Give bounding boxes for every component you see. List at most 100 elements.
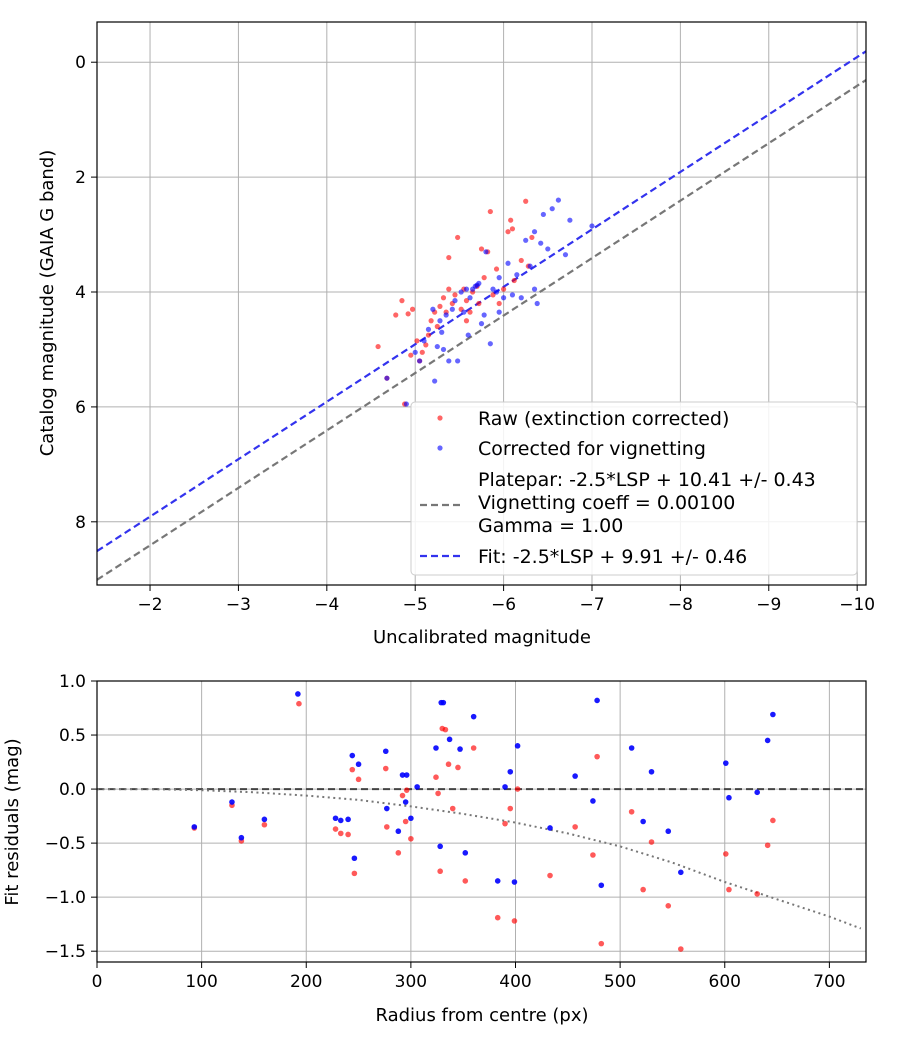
raw-residual-point: [351, 870, 358, 877]
corrected-point: [384, 375, 390, 381]
raw-residual-point: [435, 790, 441, 797]
raw-point: [440, 295, 447, 301]
corrected-point: [481, 312, 487, 318]
corrected-residual-point: [351, 855, 358, 862]
corrected-residual-point: [349, 752, 356, 759]
corrected-point: [432, 378, 438, 384]
corrected-residual-point: [402, 799, 409, 805]
corrected-point: [523, 237, 529, 243]
corrected-point: [465, 332, 471, 338]
corrected-point: [452, 298, 458, 304]
corrected-point: [509, 292, 516, 298]
legend-corrected-label: Corrected for vignetting: [478, 438, 706, 460]
corrected-residual-point: [295, 691, 301, 697]
raw-residual-point: [445, 761, 452, 768]
residuals-x-tick-label: 600: [709, 972, 741, 992]
residuals-x-tick-label: 0: [92, 972, 103, 992]
residuals-plot: 0 100 200 300 400 500 600 700 1.0 0.5 0.0 −0.5 −1.0 −…: [2, 672, 867, 1026]
corrected-residual-point: [395, 828, 402, 835]
corrected-residual-point: [399, 772, 406, 778]
corrected-point: [476, 280, 482, 286]
main-x-tick-label: −9: [756, 595, 781, 615]
main-axis-ticks: −2 −3 −4 −5 −6 −7 −8 −9 −10 0 2 4 6 8: [75, 53, 875, 615]
residuals-reference-lines: [97, 788, 866, 930]
main-x-tick-label: −5: [403, 595, 428, 615]
raw-residual-point: [455, 764, 461, 771]
raw-residual-point: [594, 753, 600, 760]
raw-residual-point: [403, 787, 410, 793]
residuals-y-tick-label: −1.5: [45, 942, 86, 962]
corrected-residual-point: [384, 805, 390, 812]
corrected-point: [440, 346, 447, 353]
raw-residual-point: [507, 805, 514, 812]
raw-point: [455, 234, 461, 241]
corrected-residual-point: [754, 789, 760, 796]
corrected-point: [555, 197, 562, 203]
corrected-residual-point: [547, 825, 553, 831]
corrected-residual-point: [382, 748, 389, 755]
raw-residual-point: [640, 886, 646, 893]
legend-corrected-marker: [437, 445, 443, 451]
raw-residual-point: [665, 903, 672, 909]
corrected-residual-point: [355, 761, 362, 768]
legend-platepar-label: Platepar: -2.5*LSP + 10.41 +/- 0.43: [478, 469, 816, 491]
corrected-residual-point: [238, 834, 245, 841]
raw-point: [490, 292, 496, 298]
raw-point: [405, 311, 411, 317]
corrected-point: [531, 286, 538, 292]
raw-residual-point: [590, 852, 596, 858]
corrected-residual-point: [507, 768, 514, 775]
main-platepar-line: [97, 79, 866, 581]
corrected-point: [538, 240, 544, 246]
raw-point: [399, 298, 405, 304]
corrected-point: [467, 295, 473, 301]
raw-point: [375, 343, 381, 350]
corrected-residual-point: [446, 736, 453, 743]
residuals-x-tick-label: 300: [395, 972, 427, 992]
raw-residual-point: [395, 850, 402, 856]
corrected-residual-point: [191, 824, 198, 830]
corrected-residual-point: [511, 879, 518, 885]
main-y-tick-label: 2: [75, 168, 86, 188]
corrected-point: [446, 358, 452, 364]
main-fit-lines: [97, 50, 866, 581]
main-y-tick-label: 6: [75, 398, 86, 418]
residuals-x-tick-label: 700: [813, 972, 845, 992]
corrected-point: [430, 306, 436, 312]
corrected-residual-point: [590, 798, 596, 804]
main-y-tick-label: 8: [75, 513, 86, 533]
raw-point: [425, 332, 432, 338]
corrected-point: [487, 341, 493, 347]
raw-point: [414, 338, 420, 344]
corrected-point: [417, 358, 423, 364]
raw-residual-point: [494, 914, 501, 921]
main-x-tick-label: −6: [491, 595, 516, 615]
corrected-point: [505, 260, 511, 266]
residuals-y-axis-label: Fit residuals (mag): [2, 738, 23, 905]
raw-point: [508, 217, 514, 223]
residuals-plot-frame: [96, 680, 867, 963]
raw-point: [423, 342, 429, 348]
corrected-point: [490, 286, 496, 292]
raw-point: [463, 318, 470, 324]
corrected-residual-point: [457, 746, 463, 752]
main-x-tick-label: −8: [668, 595, 693, 615]
corrected-residual-point: [514, 743, 521, 749]
raw-residual-point: [648, 839, 655, 845]
raw-residual-point: [296, 700, 302, 707]
raw-residual-point: [382, 765, 389, 772]
corrected-point: [493, 289, 500, 295]
raw-residual-point: [726, 886, 732, 893]
main-y-axis-label: Catalog magnitude (GAIA G band): [37, 150, 58, 457]
raw-point: [487, 208, 493, 215]
corrected-point: [439, 329, 445, 335]
main-x-tick-label: −10: [839, 595, 875, 615]
raw-point: [409, 306, 416, 312]
corrected-point: [562, 252, 569, 258]
main-x-tick-label: −7: [579, 595, 604, 615]
raw-residual-point: [764, 842, 771, 849]
raw-residual-point: [345, 831, 351, 838]
raw-residual-point: [408, 835, 414, 842]
raw-point: [505, 229, 511, 235]
residuals-y-tick-label: −0.5: [45, 834, 86, 854]
